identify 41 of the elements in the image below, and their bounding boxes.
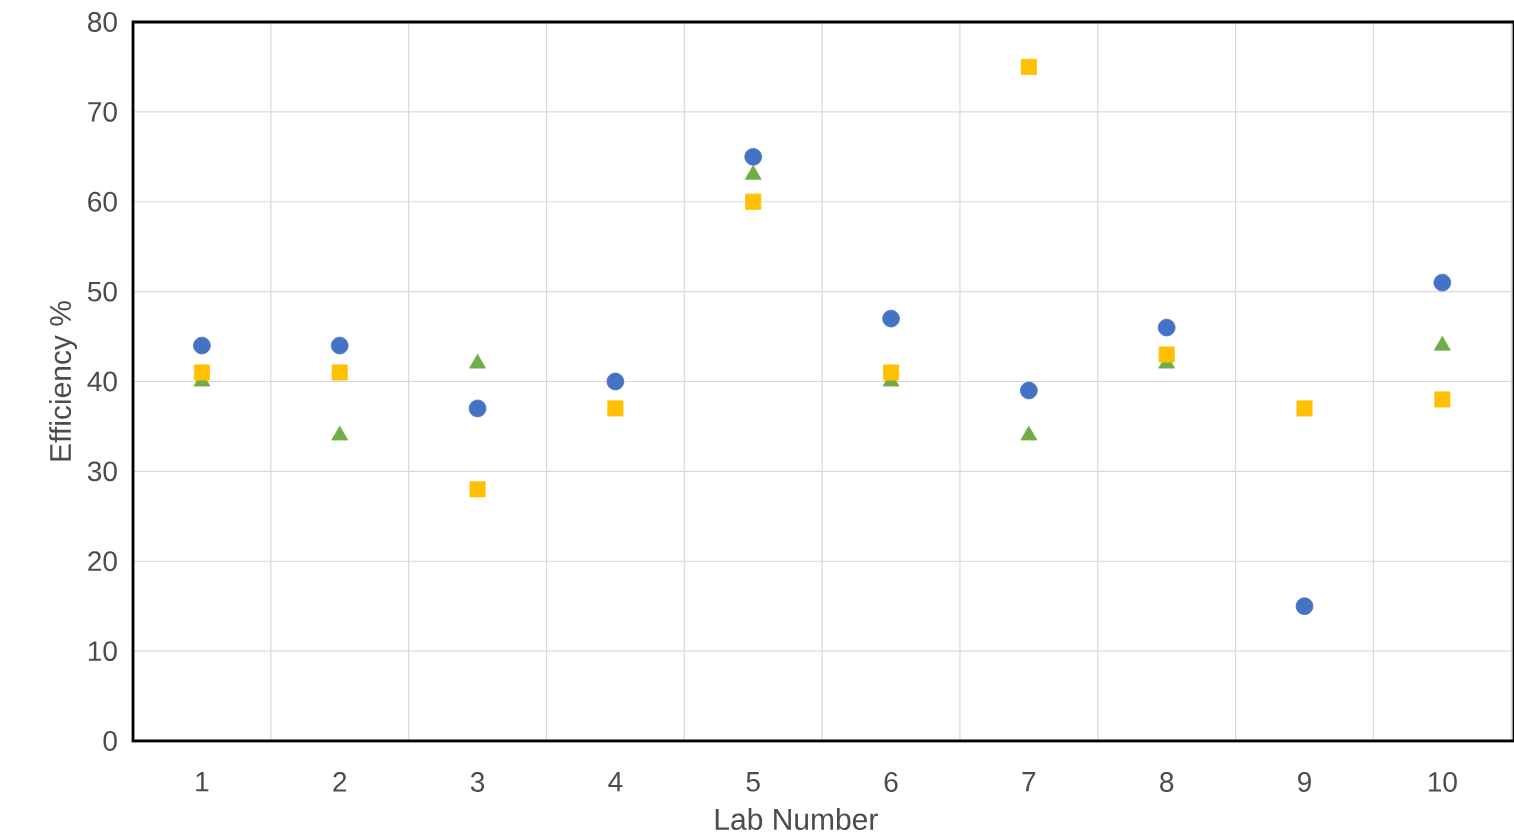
y-tick-label: 30	[87, 461, 117, 482]
point	[744, 148, 763, 166]
point	[1296, 400, 1313, 417]
x-tick-label: 2	[333, 772, 347, 792]
point	[882, 309, 900, 328]
y-axis-title: Efficiency %	[49, 301, 78, 461]
point	[745, 193, 762, 210]
point	[193, 336, 211, 355]
x-tick-label: 3	[470, 772, 485, 792]
y-tick-label: 70	[88, 101, 117, 122]
point	[607, 400, 624, 417]
point	[1020, 58, 1037, 75]
x-tick-label: 6	[884, 772, 898, 792]
y-tick-label: 10	[88, 641, 117, 662]
x-tick-label: 4	[608, 772, 623, 792]
y-tick-label: 50	[87, 281, 117, 302]
x-tick-label: 7	[1022, 772, 1036, 792]
point	[1433, 273, 1452, 292]
x-axis-title: Lab Number	[715, 807, 878, 830]
point	[193, 364, 210, 381]
point	[1158, 346, 1175, 363]
point	[1020, 381, 1038, 400]
point	[1157, 318, 1176, 337]
x-tick-label: 10	[1428, 772, 1457, 792]
point	[331, 364, 348, 381]
x-tick-label: 8	[1160, 772, 1174, 792]
x-tick-label: 9	[1298, 772, 1311, 792]
point	[1434, 391, 1451, 408]
y-tick-label: 20	[88, 551, 117, 572]
y-tick-label: 60	[88, 191, 117, 212]
y-tick-label: 40	[87, 371, 117, 392]
point	[469, 481, 486, 498]
point	[606, 372, 625, 391]
y-tick-label: 80	[88, 12, 117, 32]
point	[1295, 597, 1314, 615]
point	[468, 399, 487, 418]
point	[883, 364, 900, 381]
x-tick-label: 1	[196, 772, 209, 792]
y-tick-label: 0	[103, 731, 117, 751]
point	[330, 336, 349, 355]
x-tick-label: 5	[746, 772, 760, 792]
